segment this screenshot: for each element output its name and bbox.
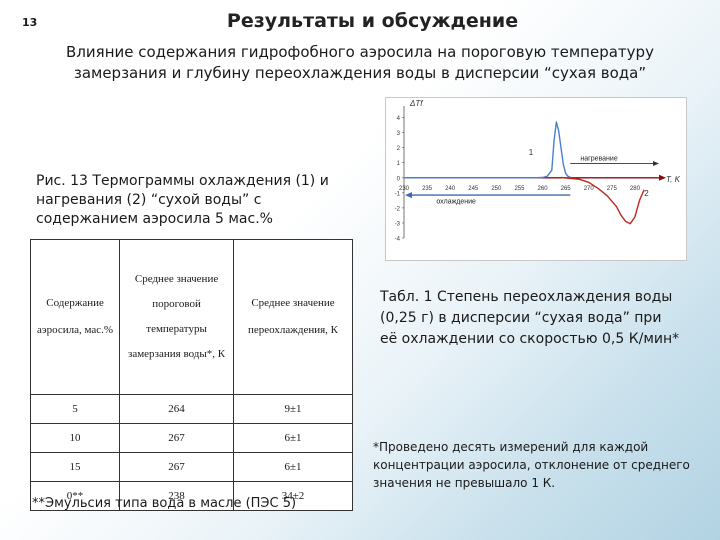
heating-label: нагревание: [580, 155, 617, 162]
table-cell: 15: [29, 452, 121, 482]
table-cell: 238: [119, 481, 234, 511]
table-row: 5 264 9±1: [29, 394, 353, 424]
x-tick-label: 270: [584, 186, 595, 192]
table-cell: 0**: [29, 481, 121, 511]
header-freezing-temperature: Среднее значение пороговой температуры з…: [119, 239, 234, 395]
table-cell: 267: [119, 423, 234, 453]
cooling-label: охлаждение: [436, 198, 476, 205]
table-cell: 9±1: [233, 394, 353, 424]
figure-caption: Рис. 13 Термограммы охлаждения (1) и наг…: [36, 173, 329, 227]
curve-2-label: 2: [644, 189, 649, 198]
x-tick-label: 250: [491, 186, 502, 192]
subtitle-line-1: Влияние содержания гидрофобного аэросила…: [66, 43, 654, 61]
slide-number: 13: [22, 16, 38, 29]
thermogram-chart: 4 3 2 1 0 -1 -2 -3 -4 230 235 240 245 250 255 260 265 270…: [385, 97, 687, 261]
y-tick-label: 4: [397, 116, 401, 122]
y-tick-label: 0: [397, 176, 401, 182]
y-tick-label: -4: [395, 237, 401, 243]
header-supercooling: Среднее значение переохлаждения, К: [233, 239, 353, 395]
table-cell: 6±1: [233, 423, 353, 453]
table-cell: 10: [29, 423, 121, 453]
header-aerosil-content: Содержание аэросила, мас.%: [29, 239, 121, 395]
table-cell: 6±1: [233, 452, 353, 482]
x-tick-label: 255: [514, 186, 525, 192]
page-title: Результаты и обсуждение: [226, 10, 519, 32]
x-tick-label: 260: [538, 186, 549, 192]
subtitle: Влияние содержания гидрофобного аэросила…: [30, 42, 690, 84]
y-axis-label: ΔTf: [409, 99, 423, 108]
y-tick-label: -3: [395, 221, 401, 227]
table-cell: 264: [119, 394, 234, 424]
results-table: Содержание аэросила, мас.% Среднее значе…: [29, 239, 353, 511]
x-axis-label: T, K: [666, 175, 681, 184]
cooling-arrowhead: [405, 192, 412, 199]
y-tick-label: 1: [397, 161, 401, 167]
x-tick-label: 240: [445, 186, 456, 192]
table-row: 10 267 6±1: [29, 423, 353, 453]
y-tick-label: -1: [395, 191, 401, 197]
table-row: 15 267 6±1: [29, 452, 353, 482]
x-tick-label: 265: [561, 186, 572, 192]
curve-1-label: 1: [529, 148, 534, 157]
y-tick-label: -2: [395, 206, 401, 212]
table-caption: Табл. 1 Степень переохлаждения воды (0,2…: [380, 289, 680, 347]
table-cell: 267: [119, 452, 234, 482]
series-line-2: [560, 176, 645, 225]
x-tick-label: 235: [422, 186, 433, 192]
heating-direction-arrowhead: [653, 160, 659, 166]
y-tick-label: 3: [397, 131, 401, 137]
x-tick-label: 275: [607, 186, 618, 192]
x-tick-label: 280: [630, 186, 641, 192]
table-header-row: Содержание аэросила, мас.% Среднее значе…: [29, 239, 353, 395]
table-row: 0** 238 34±2: [29, 481, 353, 511]
footnote-measurements: *Проведено десять измерений для каждой к…: [373, 440, 690, 490]
x-tick-label: 230: [399, 186, 410, 192]
subtitle-line-2: замерзания и глубину переохлаждения воды…: [73, 64, 647, 82]
table-cell: 34±2: [233, 481, 353, 511]
series-line-1: [404, 121, 571, 179]
heating-arrowhead: [659, 174, 666, 181]
y-tick-label: 2: [397, 146, 401, 152]
x-tick-label: 245: [468, 186, 479, 192]
table-cell: 5: [29, 394, 121, 424]
chart-canvas: 4 3 2 1 0 -1 -2 -3 -4 230 235 240 245 250 255 260 265 270…: [395, 99, 681, 243]
footnote-emulsion: **Эмульсия типа вода в масле (ПЭС 5): [32, 496, 297, 511]
